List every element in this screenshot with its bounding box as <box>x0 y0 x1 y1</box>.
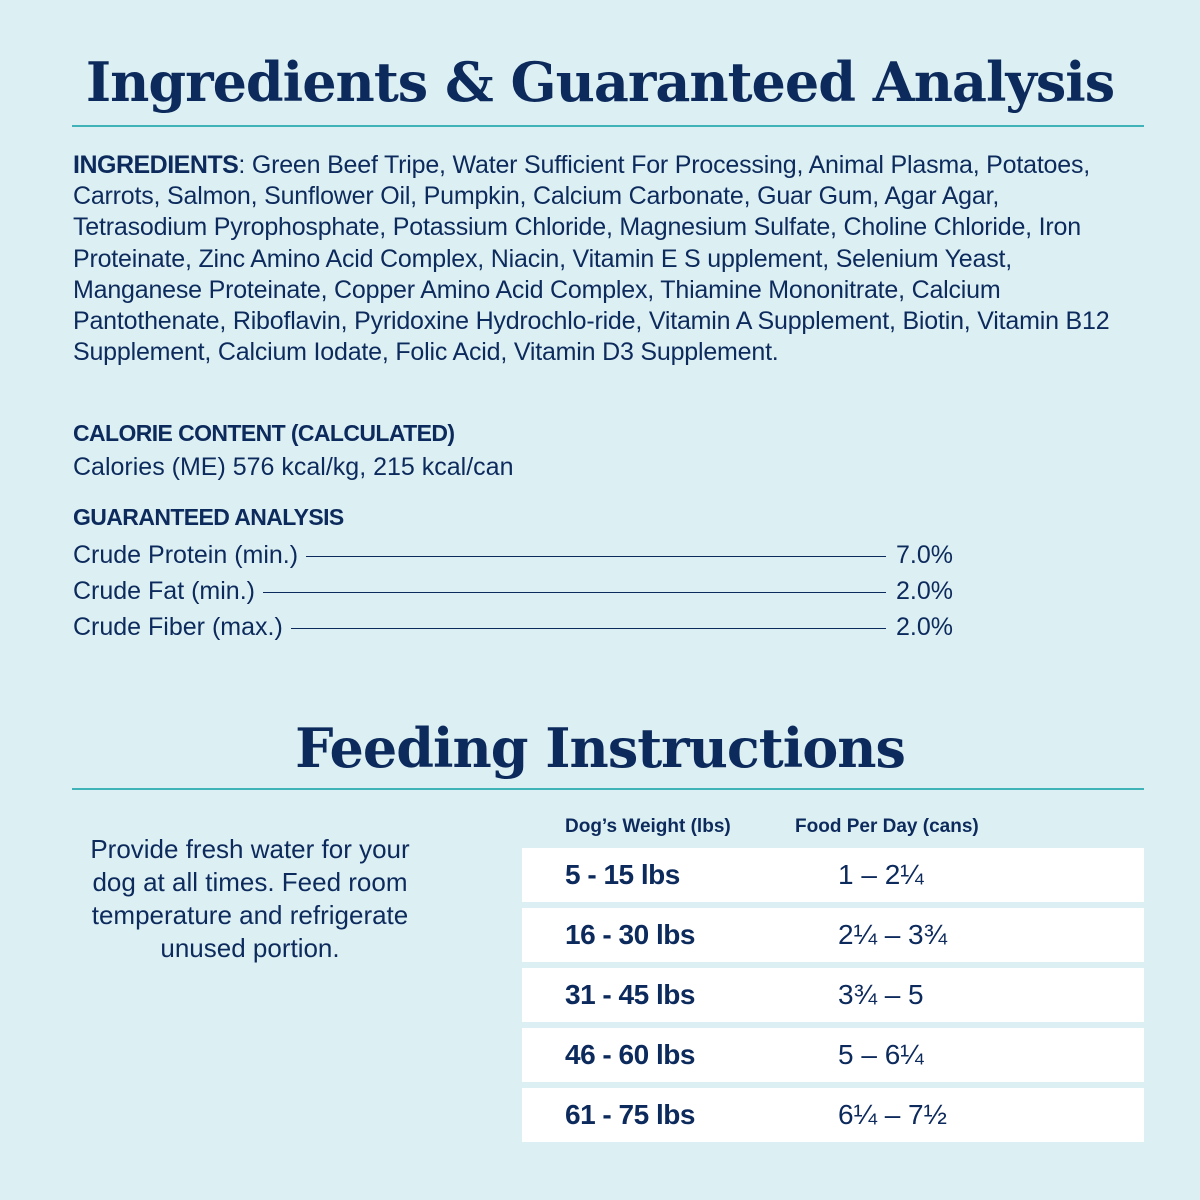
feeding-instructions-title: Feeding Instructions <box>295 716 906 780</box>
ingredients-list-text: : Green Beef Tripe, Water Sufficient For… <box>73 151 1110 367</box>
analysis-name: Crude Fat (min.) <box>73 576 255 605</box>
leader-line <box>262 591 887 593</box>
analysis-value: 2.0% <box>896 612 953 641</box>
ingredients-label: INGREDIENTS <box>73 151 239 179</box>
ingredients-analysis-title: Ingredients & Guaranteed Analysis <box>85 50 1115 114</box>
calorie-content-value: Calories (ME) 576 kcal/kg, 215 kcal/can <box>73 453 514 481</box>
cans-per-day: 1 – 2¼ <box>838 859 924 890</box>
table-row: 46 - 60 lbs 5 – 6¼ <box>522 1028 1144 1082</box>
guaranteed-analysis-heading: GUARANTEED ANALYSIS <box>73 504 344 530</box>
table-row: 16 - 30 lbs 2¼ – 3¾ <box>522 908 1144 962</box>
leader-line <box>290 627 887 629</box>
cans-per-day: 3¾ – 5 <box>838 979 924 1010</box>
analysis-name: Crude Protein (min.) <box>73 540 299 569</box>
weight-range: 5 - 15 lbs <box>565 859 680 890</box>
title-divider <box>72 788 1144 790</box>
title-divider <box>72 125 1144 127</box>
cans-per-day: 2¼ – 3¾ <box>838 919 947 950</box>
analysis-name: Crude Fiber (max.) <box>73 612 283 641</box>
table-row: 61 - 75 lbs 6¼ – 7½ <box>522 1088 1144 1142</box>
feeding-note: Provide fresh water for your dog at all … <box>90 834 410 963</box>
table-row: 31 - 45 lbs 3¾ – 5 <box>522 968 1144 1022</box>
weight-range: 16 - 30 lbs <box>565 919 695 950</box>
amount-column-header: Food Per Day (cans) <box>795 816 979 837</box>
ingredients-paragraph: INGREDIENTS: Green Beef Tripe, Water Suf… <box>73 150 1133 368</box>
analysis-row: Crude Fiber (max.) 2.0% <box>73 609 953 645</box>
feeding-table: Dog’s Weight (lbs) Food Per Day (cans) 5… <box>522 812 1144 1142</box>
analysis-row: Crude Fat (min.) 2.0% <box>73 573 953 609</box>
calorie-content-heading: CALORIE CONTENT (CALCULATED) <box>73 420 455 446</box>
weight-column-header: Dog’s Weight (lbs) <box>565 816 731 837</box>
analysis-row: Crude Protein (min.) 7.0% <box>73 537 953 573</box>
cans-per-day: 5 – 6¼ <box>838 1039 924 1070</box>
analysis-value: 7.0% <box>896 540 953 569</box>
feeding-table-header: Dog’s Weight (lbs) Food Per Day (cans) <box>522 812 1144 842</box>
cans-per-day: 6¼ – 7½ <box>838 1099 947 1130</box>
weight-range: 61 - 75 lbs <box>565 1099 695 1130</box>
guaranteed-analysis-list: Crude Protein (min.) 7.0% Crude Fat (min… <box>73 537 953 645</box>
leader-line <box>306 555 887 557</box>
table-row: 5 - 15 lbs 1 – 2¼ <box>522 848 1144 902</box>
weight-range: 46 - 60 lbs <box>565 1039 695 1070</box>
weight-range: 31 - 45 lbs <box>565 979 695 1010</box>
analysis-value: 2.0% <box>896 576 953 605</box>
